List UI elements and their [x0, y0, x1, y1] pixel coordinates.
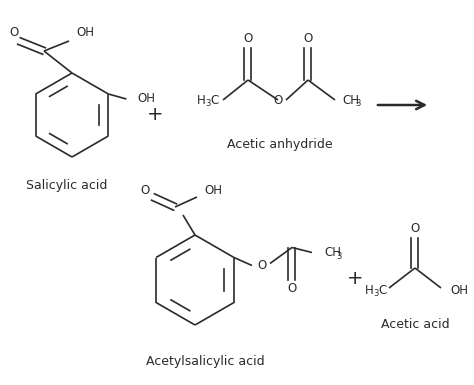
Text: O: O	[303, 32, 313, 45]
Text: O: O	[257, 259, 266, 272]
Text: O: O	[273, 94, 283, 107]
Text: 3: 3	[374, 290, 379, 298]
Text: +: +	[147, 105, 163, 124]
Text: H: H	[197, 94, 205, 107]
Text: C: C	[211, 94, 219, 107]
Text: O: O	[140, 184, 150, 196]
Text: CH: CH	[324, 246, 341, 259]
Text: OH: OH	[204, 184, 222, 196]
Text: O: O	[243, 32, 253, 45]
Text: CH: CH	[342, 94, 359, 107]
Text: OH: OH	[76, 27, 94, 40]
Text: Acetic acid: Acetic acid	[381, 318, 449, 331]
Text: Acetic anhydride: Acetic anhydride	[227, 138, 333, 151]
Text: +: +	[347, 268, 363, 288]
Text: O: O	[9, 27, 18, 40]
Text: 3: 3	[336, 252, 342, 261]
Text: H: H	[365, 283, 374, 296]
Text: O: O	[410, 223, 419, 236]
Text: OH: OH	[450, 283, 468, 296]
Text: O: O	[287, 282, 297, 295]
Text: 3: 3	[356, 99, 361, 109]
Text: 3: 3	[205, 99, 210, 109]
Text: OH: OH	[137, 92, 155, 105]
Text: Salicylic acid: Salicylic acid	[27, 179, 108, 192]
Text: C: C	[379, 283, 387, 296]
Text: Acetylsalicylic acid: Acetylsalicylic acid	[146, 355, 264, 368]
